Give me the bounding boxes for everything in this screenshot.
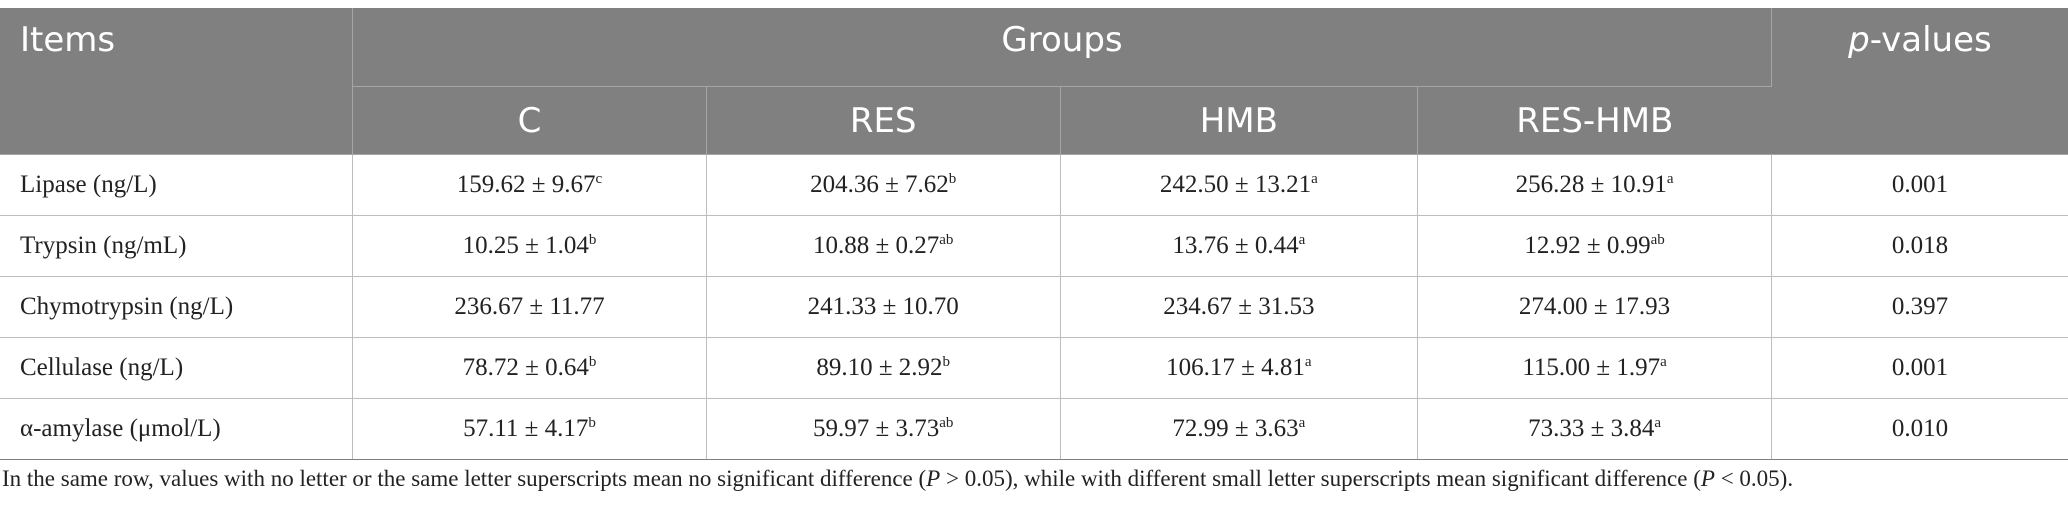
cell-value: 241.33 ± 10.70 — [706, 276, 1061, 338]
cell-p-value: 0.001 — [1771, 154, 2068, 216]
row-item-label: Cellulase (ng/L) — [0, 337, 354, 399]
cell-value: 204.36 ± 7.62b — [706, 154, 1061, 216]
cell-value: 115.00 ± 1.97a — [1417, 337, 1772, 399]
header-p-rest: -values — [1869, 20, 1992, 60]
header-p-values: p-values — [1771, 8, 2068, 155]
cell-value: 78.72 ± 0.64b — [352, 337, 707, 399]
table-row: α-amylase (μmol/L) 57.11 ± 4.17b 59.97 ±… — [0, 398, 2068, 460]
cell-p-value: 0.010 — [1771, 398, 2068, 460]
table-body: Lipase (ng/L) 159.62 ± 9.67c 204.36 ± 7.… — [0, 154, 2068, 460]
table-row: Chymotrypsin (ng/L) 236.67 ± 11.77 241.3… — [0, 276, 2068, 338]
cell-value: 159.62 ± 9.67c — [352, 154, 707, 216]
table-row: Cellulase (ng/L) 78.72 ± 0.64b 89.10 ± 2… — [0, 337, 2068, 399]
table-row: Trypsin (ng/mL) 10.25 ± 1.04b 10.88 ± 0.… — [0, 215, 2068, 277]
cell-value: 12.92 ± 0.99ab — [1417, 215, 1772, 277]
row-item-label: Trypsin (ng/mL) — [0, 215, 354, 277]
cell-value: 57.11 ± 4.17b — [352, 398, 707, 460]
row-item-label: Chymotrypsin (ng/L) — [0, 276, 354, 338]
cell-value: 59.97 ± 3.73ab — [706, 398, 1061, 460]
table-header: Items Groups p-values C RES HMB RES-HMB — [0, 8, 2068, 155]
header-groups: Groups — [352, 8, 1772, 87]
header-group-res: RES — [706, 86, 1061, 155]
cell-value: 236.67 ± 11.77 — [352, 276, 707, 338]
header-p-italic: p — [1848, 20, 1870, 60]
cell-p-value: 0.018 — [1771, 215, 2068, 277]
table-row: Lipase (ng/L) 159.62 ± 9.67c 204.36 ± 7.… — [0, 154, 2068, 216]
cell-value: 10.25 ± 1.04b — [352, 215, 707, 277]
cell-value: 274.00 ± 17.93 — [1417, 276, 1772, 338]
cell-value: 73.33 ± 3.84a — [1417, 398, 1772, 460]
cell-value: 13.76 ± 0.44a — [1060, 215, 1419, 277]
cell-value: 89.10 ± 2.92b — [706, 337, 1061, 399]
header-group-c: C — [352, 86, 707, 155]
row-item-label: Lipase (ng/L) — [0, 154, 354, 216]
cell-p-value: 0.397 — [1771, 276, 2068, 338]
cell-value: 10.88 ± 0.27ab — [706, 215, 1061, 277]
row-item-label: α-amylase (μmol/L) — [0, 398, 354, 460]
header-group-res-hmb: RES-HMB — [1417, 86, 1772, 155]
cell-value: 106.17 ± 4.81a — [1060, 337, 1419, 399]
data-table: Items Groups p-values C RES HMB RES-HMB … — [0, 8, 2068, 460]
cell-p-value: 0.001 — [1771, 337, 2068, 399]
table-footnote: In the same row, values with no letter o… — [2, 466, 1794, 491]
header-group-hmb: HMB — [1060, 86, 1419, 155]
cell-value: 256.28 ± 10.91a — [1417, 154, 1772, 216]
cell-value: 242.50 ± 13.21a — [1060, 154, 1419, 216]
cell-value: 72.99 ± 3.63a — [1060, 398, 1419, 460]
cell-value: 234.67 ± 31.53 — [1060, 276, 1419, 338]
header-items: Items — [0, 8, 354, 155]
